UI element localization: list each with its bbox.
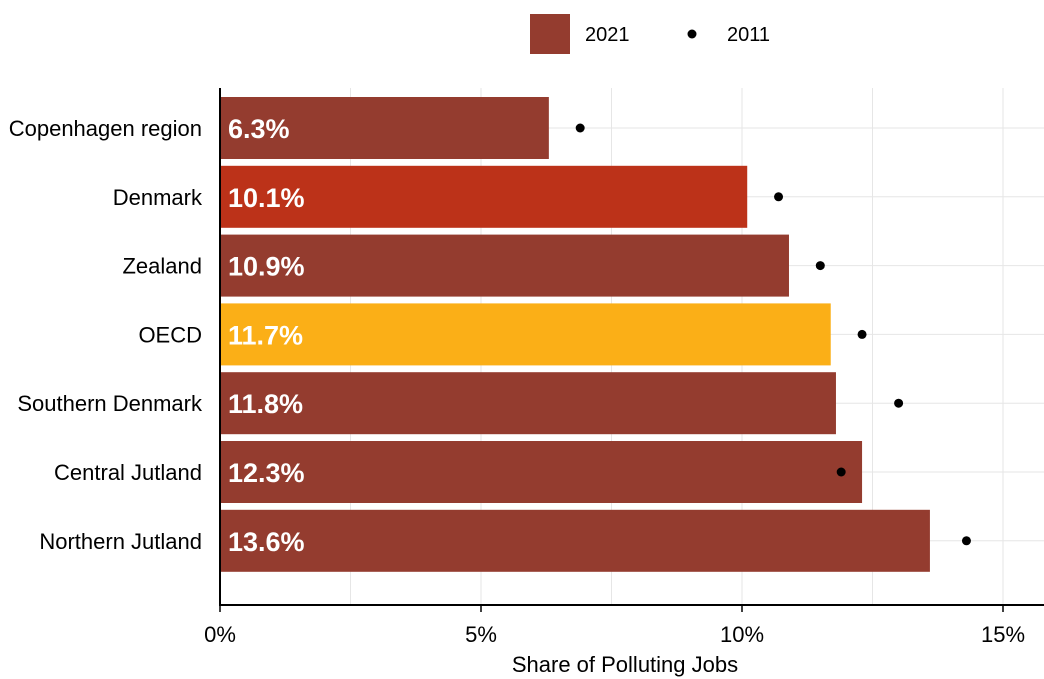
bar-2021 bbox=[220, 97, 549, 159]
category-label: Denmark bbox=[113, 185, 203, 210]
bar-2021 bbox=[220, 509, 930, 572]
category-label: Northern Jutland bbox=[39, 529, 202, 554]
x-tick-label: 0% bbox=[204, 622, 236, 647]
dot-2011 bbox=[575, 123, 585, 133]
bar-data-label: 11.8% bbox=[228, 389, 303, 419]
dot-2011 bbox=[836, 467, 846, 477]
bar-data-label: 11.7% bbox=[228, 320, 303, 350]
dot-2011 bbox=[774, 192, 784, 202]
bar-2021 bbox=[220, 372, 836, 435]
axes bbox=[219, 88, 1044, 606]
dot-2011 bbox=[961, 536, 971, 546]
x-tick-label: 5% bbox=[465, 622, 497, 647]
dot-2011 bbox=[894, 398, 904, 408]
x-axis-title: Share of Polluting Jobs bbox=[512, 652, 738, 677]
category-label: Southern Denmark bbox=[17, 391, 203, 416]
category-labels: Copenhagen region Denmark Zealand OECD South… bbox=[9, 116, 203, 554]
legend-label-2011: 2011 bbox=[727, 24, 770, 46]
dots-2011 bbox=[575, 123, 971, 546]
dot-2011 bbox=[815, 261, 825, 271]
legend-marker-2011 bbox=[687, 29, 697, 39]
x-tick-labels: 0% 5% 10% 15% bbox=[204, 605, 1025, 647]
bar-data-label: 12.3% bbox=[228, 458, 305, 488]
category-label: Central Jutland bbox=[54, 460, 202, 485]
legend-swatch-2021 bbox=[530, 14, 570, 54]
bar-data-label: 6.3% bbox=[228, 114, 290, 144]
bar-data-label: 10.1% bbox=[228, 183, 305, 213]
bar-2021 bbox=[220, 303, 831, 366]
bars-2021: 6.3% 10.1% 10.9% 11.7% 11.8% 12.3% 13.6% bbox=[220, 97, 930, 572]
x-tick-label: 15% bbox=[981, 622, 1025, 647]
category-label: Copenhagen region bbox=[9, 116, 202, 141]
dot-2011 bbox=[857, 329, 867, 339]
bar-data-label: 13.6% bbox=[228, 527, 305, 557]
category-label: OECD bbox=[138, 322, 202, 347]
x-tick-label: 10% bbox=[720, 622, 764, 647]
category-label: Zealand bbox=[122, 254, 202, 279]
legend: 2021 2011 bbox=[530, 14, 770, 54]
legend-label-2021: 2021 bbox=[585, 24, 630, 46]
bar-2021 bbox=[220, 441, 863, 503]
bar-data-label: 10.9% bbox=[228, 252, 305, 282]
bar-2021 bbox=[220, 234, 789, 297]
bar-2021 bbox=[220, 165, 748, 228]
